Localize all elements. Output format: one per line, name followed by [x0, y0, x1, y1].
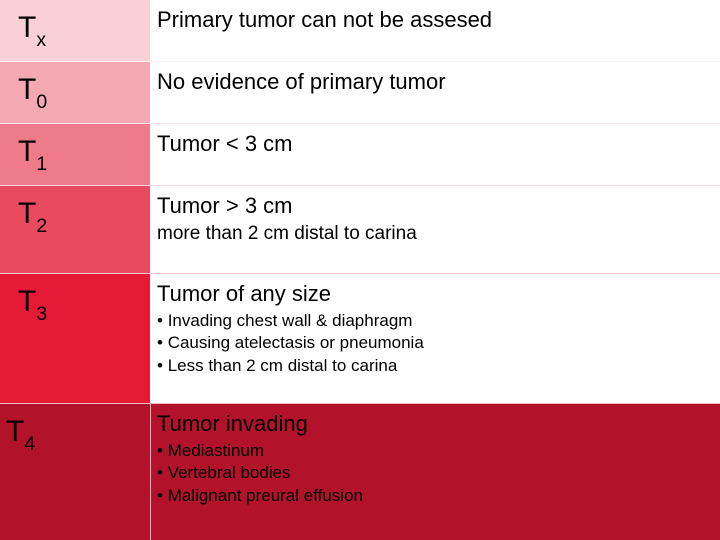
- desc-title: Tumor of any size: [157, 280, 710, 308]
- desc-title: Primary tumor can not be assesed: [157, 6, 710, 34]
- stage-description: No evidence of primary tumor: [150, 62, 720, 123]
- stage-label-sub: 1: [36, 153, 47, 175]
- desc-bullets: Mediastinum Vertebral bodies Malignant p…: [157, 440, 710, 509]
- table-row: T1 Tumor < 3 cm: [0, 124, 720, 186]
- desc-bullets: Invading chest wall & diaphragm Causing …: [157, 310, 710, 379]
- desc-title: Tumor < 3 cm: [157, 130, 710, 158]
- bullet-item: Causing atelectasis or pneumonia: [157, 332, 710, 355]
- bullet-item: Mediastinum: [157, 440, 710, 463]
- stage-description: Tumor < 3 cm: [150, 124, 720, 185]
- stage-label-sub: 0: [36, 91, 47, 113]
- stage-label: T2: [0, 186, 150, 273]
- desc-title: Tumor invading: [157, 410, 710, 438]
- stage-label-main: T: [6, 415, 24, 448]
- stage-label-main: T: [18, 11, 36, 44]
- stage-label-sub: 4: [24, 433, 35, 455]
- table-row: T4 Tumor invading Mediastinum Vertebral …: [0, 404, 720, 540]
- table-row: T2 Tumor > 3 cm more than 2 cm distal to…: [0, 186, 720, 274]
- desc-subtitle: more than 2 cm distal to carina: [157, 222, 710, 247]
- bullet-item: Vertebral bodies: [157, 462, 710, 485]
- stage-label: Tx: [0, 0, 150, 61]
- stage-label-sub: x: [36, 29, 46, 51]
- stage-description: Tumor of any size Invading chest wall & …: [150, 274, 720, 403]
- table-row: T3 Tumor of any size Invading chest wall…: [0, 274, 720, 404]
- stage-description: Tumor > 3 cm more than 2 cm distal to ca…: [150, 186, 720, 273]
- bullet-item: Less than 2 cm distal to carina: [157, 355, 710, 378]
- stage-label-main: T: [18, 135, 36, 168]
- bullet-item: Malignant preural effusion: [157, 485, 710, 508]
- stage-label-sub: 3: [36, 303, 47, 325]
- stage-label: T0: [0, 62, 150, 123]
- stage-label-main: T: [18, 73, 36, 106]
- table-row: Tx Primary tumor can not be assesed: [0, 0, 720, 62]
- stage-label-main: T: [18, 197, 36, 230]
- stage-description: Tumor invading Mediastinum Vertebral bod…: [150, 404, 720, 540]
- stage-label: T3: [0, 274, 150, 403]
- stage-label: T4: [0, 404, 150, 540]
- stage-description: Primary tumor can not be assesed: [150, 0, 720, 61]
- desc-title: Tumor > 3 cm: [157, 192, 710, 220]
- tumor-staging-table: Tx Primary tumor can not be assesed T0 N…: [0, 0, 720, 540]
- desc-title: No evidence of primary tumor: [157, 68, 710, 96]
- stage-label-sub: 2: [36, 215, 47, 237]
- stage-label: T1: [0, 124, 150, 185]
- bullet-item: Invading chest wall & diaphragm: [157, 310, 710, 333]
- stage-label-main: T: [18, 285, 36, 318]
- table-row: T0 No evidence of primary tumor: [0, 62, 720, 124]
